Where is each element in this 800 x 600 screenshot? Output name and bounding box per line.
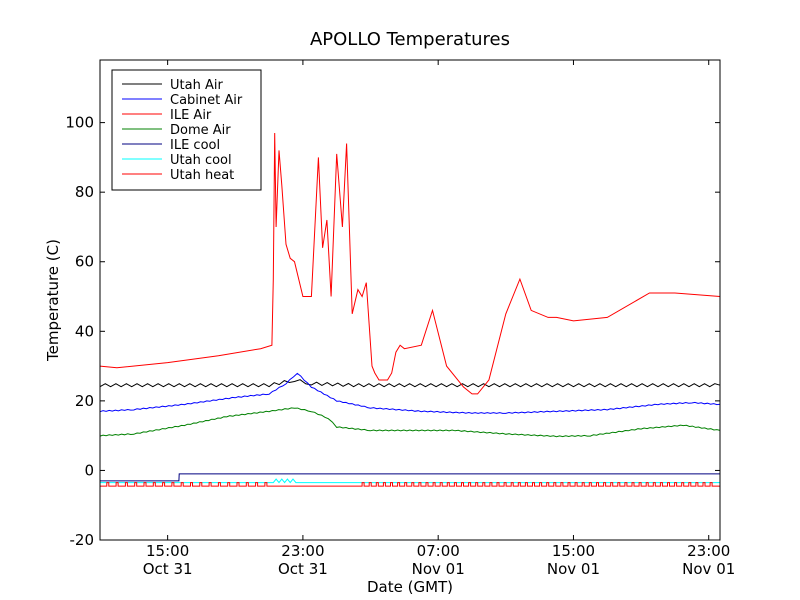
y-tick-label: 60 (75, 253, 94, 271)
x-tick-label: 07:00 (417, 542, 460, 560)
x-axis-label: Date (GMT) (367, 578, 453, 596)
x-tick-label: 15:00 (146, 542, 189, 560)
plot-frame (99, 59, 721, 541)
x-tick-date-label: Oct 31 (278, 560, 328, 578)
series-line-utah-heat (100, 482, 720, 487)
x-tick-date-label: Nov 01 (412, 560, 465, 578)
y-tick-label: 0 (84, 461, 94, 479)
legend-entry-label: ILE cool (170, 138, 220, 153)
x-tick-label: 23:00 (687, 542, 730, 560)
series-line-dome-air (99, 407, 721, 438)
legend-entry-label: ILE Air (170, 108, 212, 123)
y-tick-label: 20 (75, 392, 94, 410)
series-layer (99, 132, 721, 487)
legend-entry-label: Utah Air (170, 78, 223, 93)
y-tick-label: 40 (75, 322, 94, 340)
legend-entry-label: Dome Air (170, 123, 231, 138)
series-line-utah-air (99, 379, 721, 388)
series-line-utah-cool (100, 478, 720, 484)
x-tick-label: 23:00 (281, 542, 324, 560)
x-tick-date-label: Nov 01 (682, 560, 735, 578)
legend-entry-label: Utah cool (170, 153, 232, 168)
x-tick-date-label: Oct 31 (143, 560, 193, 578)
x-tick-date-label: Nov 01 (547, 560, 600, 578)
series-line-ile-cool (100, 473, 720, 482)
series-line-ile-air (99, 132, 721, 395)
y-tick-label: -20 (70, 531, 95, 549)
x-tick-label: 15:00 (552, 542, 595, 560)
y-tick-label: 80 (75, 183, 94, 201)
legend-box (111, 69, 262, 191)
series-line-cabinet-air (99, 372, 721, 414)
y-axis: -20 0 20 40 60 80 100 (65, 114, 720, 549)
legend-entry-label: Cabinet Air (170, 93, 243, 108)
y-axis-label: Temperature (C) (44, 239, 62, 362)
chart-title: APOLLO Temperatures (310, 29, 510, 50)
legend-entry-label: Utah heat (170, 168, 234, 183)
y-tick-label: 100 (65, 114, 94, 132)
